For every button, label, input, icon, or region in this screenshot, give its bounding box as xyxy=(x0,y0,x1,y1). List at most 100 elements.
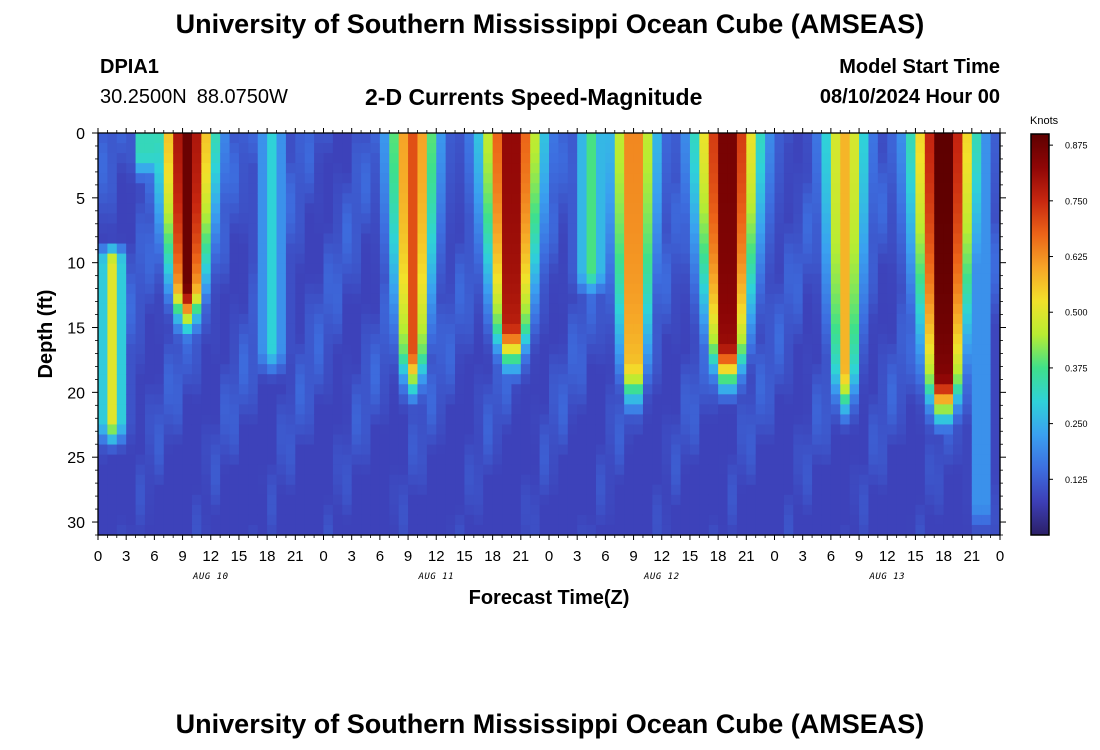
heatmap-cell xyxy=(126,364,137,375)
heatmap-cell xyxy=(267,243,278,255)
heatmap-cell xyxy=(361,273,372,285)
heatmap-cell xyxy=(718,514,729,526)
heatmap-cell xyxy=(755,414,766,426)
heatmap-cell xyxy=(163,163,174,174)
heatmap-cell xyxy=(699,213,710,225)
heatmap-cell xyxy=(314,474,325,486)
heatmap-cell xyxy=(840,394,851,405)
heatmap-cell xyxy=(342,354,353,365)
heatmap-cell xyxy=(201,414,212,426)
heatmap-cell xyxy=(539,364,550,375)
heatmap-cell xyxy=(549,504,559,516)
heatmap-cell xyxy=(520,404,531,415)
heatmap-cell xyxy=(868,434,879,446)
heatmap-cell xyxy=(962,323,973,335)
heatmap-cell xyxy=(520,354,531,365)
heatmap-cell xyxy=(953,303,964,315)
heatmap-cell xyxy=(793,283,804,295)
heatmap-cell xyxy=(652,263,663,275)
heatmap-cell xyxy=(906,293,917,305)
heatmap-cell xyxy=(642,364,653,375)
heatmap-cell xyxy=(426,133,437,144)
heatmap-cell xyxy=(455,323,466,335)
heatmap-cell xyxy=(98,143,108,154)
heatmap-cell xyxy=(830,213,841,225)
heatmap-cell xyxy=(229,504,240,516)
heatmap-cell xyxy=(464,233,475,245)
heatmap-cell xyxy=(276,303,287,315)
heatmap-cell xyxy=(332,444,343,456)
heatmap-cell xyxy=(990,444,1001,456)
heatmap-cell xyxy=(624,183,635,194)
heatmap-cell xyxy=(849,414,860,426)
heatmap-cell xyxy=(924,334,935,345)
heatmap-cell xyxy=(915,334,926,345)
heatmap-cell xyxy=(483,133,494,144)
heatmap-cell xyxy=(483,213,494,225)
heatmap-cell xyxy=(924,203,935,214)
heatmap-cell xyxy=(765,153,776,164)
heatmap-cell xyxy=(520,183,531,194)
heatmap-cell xyxy=(126,464,137,476)
heatmap-cell xyxy=(539,344,550,355)
heatmap-cell xyxy=(116,283,127,295)
heatmap-cell xyxy=(595,303,606,315)
heatmap-cell xyxy=(248,153,259,164)
heatmap-cell xyxy=(257,394,268,405)
heatmap-cell xyxy=(379,374,390,385)
heatmap-cell xyxy=(361,334,372,345)
heatmap-cell xyxy=(943,404,954,415)
heatmap-cell xyxy=(295,454,306,466)
heatmap-cell xyxy=(408,504,419,516)
heatmap-cell xyxy=(680,283,691,295)
heatmap-cell xyxy=(520,273,531,285)
heatmap-cell xyxy=(98,494,108,506)
heatmap-cell xyxy=(746,444,757,456)
heatmap-cell xyxy=(614,494,625,506)
heatmap-cell xyxy=(436,293,447,305)
heatmap-cell xyxy=(464,133,475,144)
heatmap-cell xyxy=(163,193,174,204)
heatmap-cell xyxy=(793,524,804,536)
heatmap-cell xyxy=(98,424,108,436)
heatmap-cell xyxy=(671,384,682,395)
heatmap-cell xyxy=(257,283,268,295)
heatmap-cell xyxy=(586,344,597,355)
heatmap-cell xyxy=(642,454,653,466)
heatmap-cell xyxy=(417,153,428,164)
heatmap-cell xyxy=(906,334,917,345)
heatmap-cell xyxy=(671,313,682,325)
heatmap-cell xyxy=(295,233,306,245)
heatmap-cell xyxy=(229,374,240,385)
heatmap-cell xyxy=(953,364,964,375)
heatmap-cell xyxy=(868,384,879,395)
heatmap-cell xyxy=(840,344,851,355)
heatmap-cell xyxy=(229,414,240,426)
heatmap-cell xyxy=(755,334,766,345)
heatmap-cell xyxy=(408,484,419,496)
heatmap-cell xyxy=(990,253,1001,265)
heatmap-cell xyxy=(661,213,672,225)
heatmap-cell xyxy=(877,183,888,194)
heatmap-cell xyxy=(191,464,202,476)
heatmap-cell xyxy=(887,404,898,415)
heatmap-cell xyxy=(492,364,503,375)
heatmap-cell xyxy=(304,364,315,375)
heatmap-cell xyxy=(896,163,907,174)
heatmap-cell xyxy=(295,354,306,365)
heatmap-cell xyxy=(511,504,522,516)
heatmap-cell xyxy=(267,524,278,536)
heatmap-cell xyxy=(135,474,146,486)
heatmap-cell xyxy=(323,283,334,295)
heatmap-cell xyxy=(436,133,447,144)
heatmap-cell xyxy=(689,524,700,536)
heatmap-cell xyxy=(408,414,419,426)
heatmap-cell xyxy=(182,504,193,516)
heatmap-cell xyxy=(285,183,296,194)
heatmap-cell xyxy=(276,223,287,235)
heatmap-cell xyxy=(727,464,738,476)
heatmap-cell xyxy=(445,424,456,436)
heatmap-cell xyxy=(511,424,522,436)
heatmap-cell xyxy=(755,374,766,385)
heatmap-cell xyxy=(558,394,569,405)
